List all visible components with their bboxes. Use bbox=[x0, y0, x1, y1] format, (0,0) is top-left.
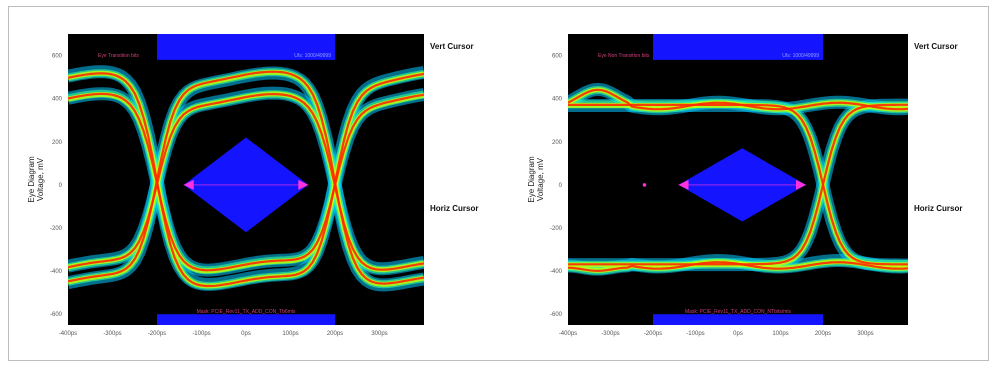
y-tick-label: 400 bbox=[552, 97, 563, 103]
y-tick-label: 200 bbox=[52, 140, 63, 146]
cursor-marker-left[interactable] bbox=[678, 179, 689, 190]
cursor-marker-left[interactable] bbox=[183, 179, 194, 190]
x-tick-label: 300ps bbox=[857, 331, 873, 337]
horiz-cursor-label: Horiz Cursor bbox=[914, 204, 962, 213]
mask-top-region bbox=[653, 34, 823, 60]
eye-trace bbox=[568, 103, 908, 266]
y-tick-label: 0 bbox=[59, 183, 63, 189]
x-tick-label: 300ps bbox=[371, 331, 387, 337]
eye-trace bbox=[568, 103, 908, 266]
vert-cursor-label: Vert Cursor bbox=[914, 42, 958, 51]
y-tick-label: 0 bbox=[559, 183, 563, 189]
x-tick-label: -100ps bbox=[686, 331, 704, 337]
y-axis-label-line-2: Voltage, mV bbox=[36, 157, 45, 201]
x-tick-label: -400ps bbox=[59, 331, 77, 337]
y-axis-label-line-1: Eye Diagram bbox=[527, 156, 536, 203]
cursor-marker-right[interactable] bbox=[298, 179, 309, 190]
x-tick-label: 200ps bbox=[327, 331, 343, 337]
x-tick-label: 200ps bbox=[815, 331, 831, 337]
y-tick-label: -200 bbox=[50, 226, 63, 232]
mask-bottom-region bbox=[653, 314, 823, 325]
vert-cursor-label: Vert Cursor bbox=[430, 42, 474, 51]
y-tick-label: -400 bbox=[550, 269, 563, 275]
ui-count-label: UIs: 1000/49999 bbox=[294, 53, 331, 59]
eye-traces bbox=[568, 34, 908, 325]
x-tick-label: 100ps bbox=[282, 331, 298, 337]
mask-top-region bbox=[157, 34, 335, 60]
y-tick-label: -600 bbox=[50, 312, 63, 318]
plot-label: Eye Non Transition bits bbox=[598, 53, 650, 59]
y-tick-label: -600 bbox=[550, 312, 563, 318]
cursor-marker-right[interactable] bbox=[796, 179, 806, 190]
cursor-point bbox=[642, 183, 647, 187]
y-tick-label: -400 bbox=[50, 269, 63, 275]
x-tick-label: 100ps bbox=[772, 331, 788, 337]
eye-trace bbox=[68, 70, 424, 285]
y-tick-label: 600 bbox=[52, 54, 63, 60]
plot-label: Eye Transition bits bbox=[98, 53, 139, 59]
y-axis-label-line-2: Voltage, mV bbox=[536, 157, 545, 201]
x-tick-label: 0ps bbox=[241, 331, 251, 337]
x-tick-label: -100ps bbox=[192, 331, 210, 337]
mask-label: Mask: PCIE_Rev11_TX_ADD_CON_Tb6mls bbox=[197, 309, 296, 315]
y-tick-label: 600 bbox=[552, 54, 563, 60]
y-tick-label: 200 bbox=[552, 140, 563, 146]
y-axis-label-line-1: Eye Diagram bbox=[27, 156, 36, 203]
mask-label: Mask: PCIE_Rev11_TX_ADD_CON_NTbits/mls bbox=[685, 309, 792, 315]
x-tick-label: -200ps bbox=[148, 331, 166, 337]
x-tick-label: -200ps bbox=[644, 331, 662, 337]
x-tick-label: 0ps bbox=[733, 331, 743, 337]
mask-bottom-region bbox=[157, 314, 335, 325]
eye-traces bbox=[68, 34, 424, 325]
eye-trace bbox=[68, 92, 424, 272]
eye-trace bbox=[68, 93, 424, 271]
horiz-cursor-label: Horiz Cursor bbox=[430, 204, 478, 213]
eye-diagram-panel-left: Eye Transition bits UIs: 1000/49999 Mask: … bbox=[27, 34, 478, 337]
eye-trace bbox=[68, 72, 424, 288]
y-tick-label: -200 bbox=[550, 226, 563, 232]
ui-count-label: UIs: 1000/49999 bbox=[782, 53, 819, 59]
y-tick-label: 400 bbox=[52, 97, 63, 103]
x-tick-label: -300ps bbox=[601, 331, 619, 337]
eye-diagram-panel-right: Eye Non Transition bits UIs: 1000/49999 Ma… bbox=[527, 34, 962, 337]
x-tick-label: -400ps bbox=[559, 331, 577, 337]
x-tick-label: -300ps bbox=[103, 331, 121, 337]
